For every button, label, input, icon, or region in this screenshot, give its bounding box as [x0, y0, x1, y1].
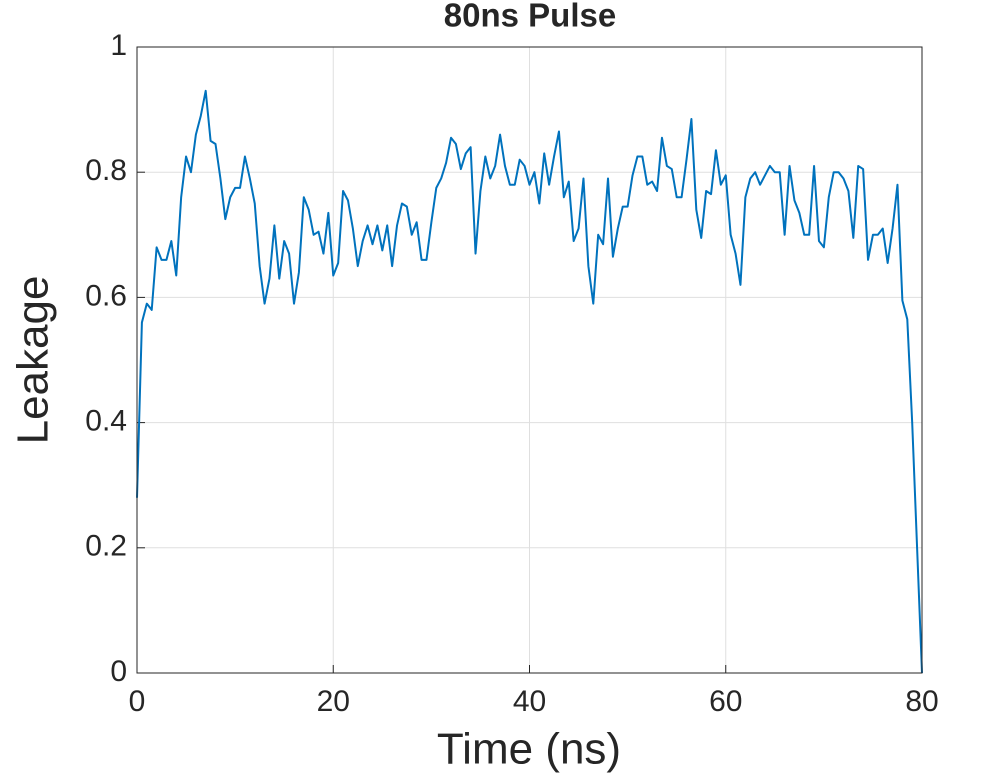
y-tick-label: 0.2	[85, 530, 127, 563]
x-tick-label: 20	[317, 685, 350, 718]
x-tick-label: 0	[129, 685, 146, 718]
y-tick-label: 0.8	[85, 154, 127, 187]
x-tick-label: 40	[513, 685, 546, 718]
x-tick-label: 60	[709, 685, 742, 718]
y-tick-label: 0.4	[85, 405, 127, 438]
y-tick-label: 0.6	[85, 279, 127, 312]
chart-title: 80ns Pulse	[444, 0, 616, 34]
data-line	[136, 89, 923, 674]
y-tick-label: 1	[110, 29, 127, 62]
y-axis-label: Leakage	[9, 276, 58, 445]
x-axis-label: Time (ns)	[437, 725, 621, 774]
y-tick-label: 0	[110, 655, 127, 688]
x-tick-label: 80	[905, 685, 938, 718]
plot-frame	[136, 46, 923, 674]
